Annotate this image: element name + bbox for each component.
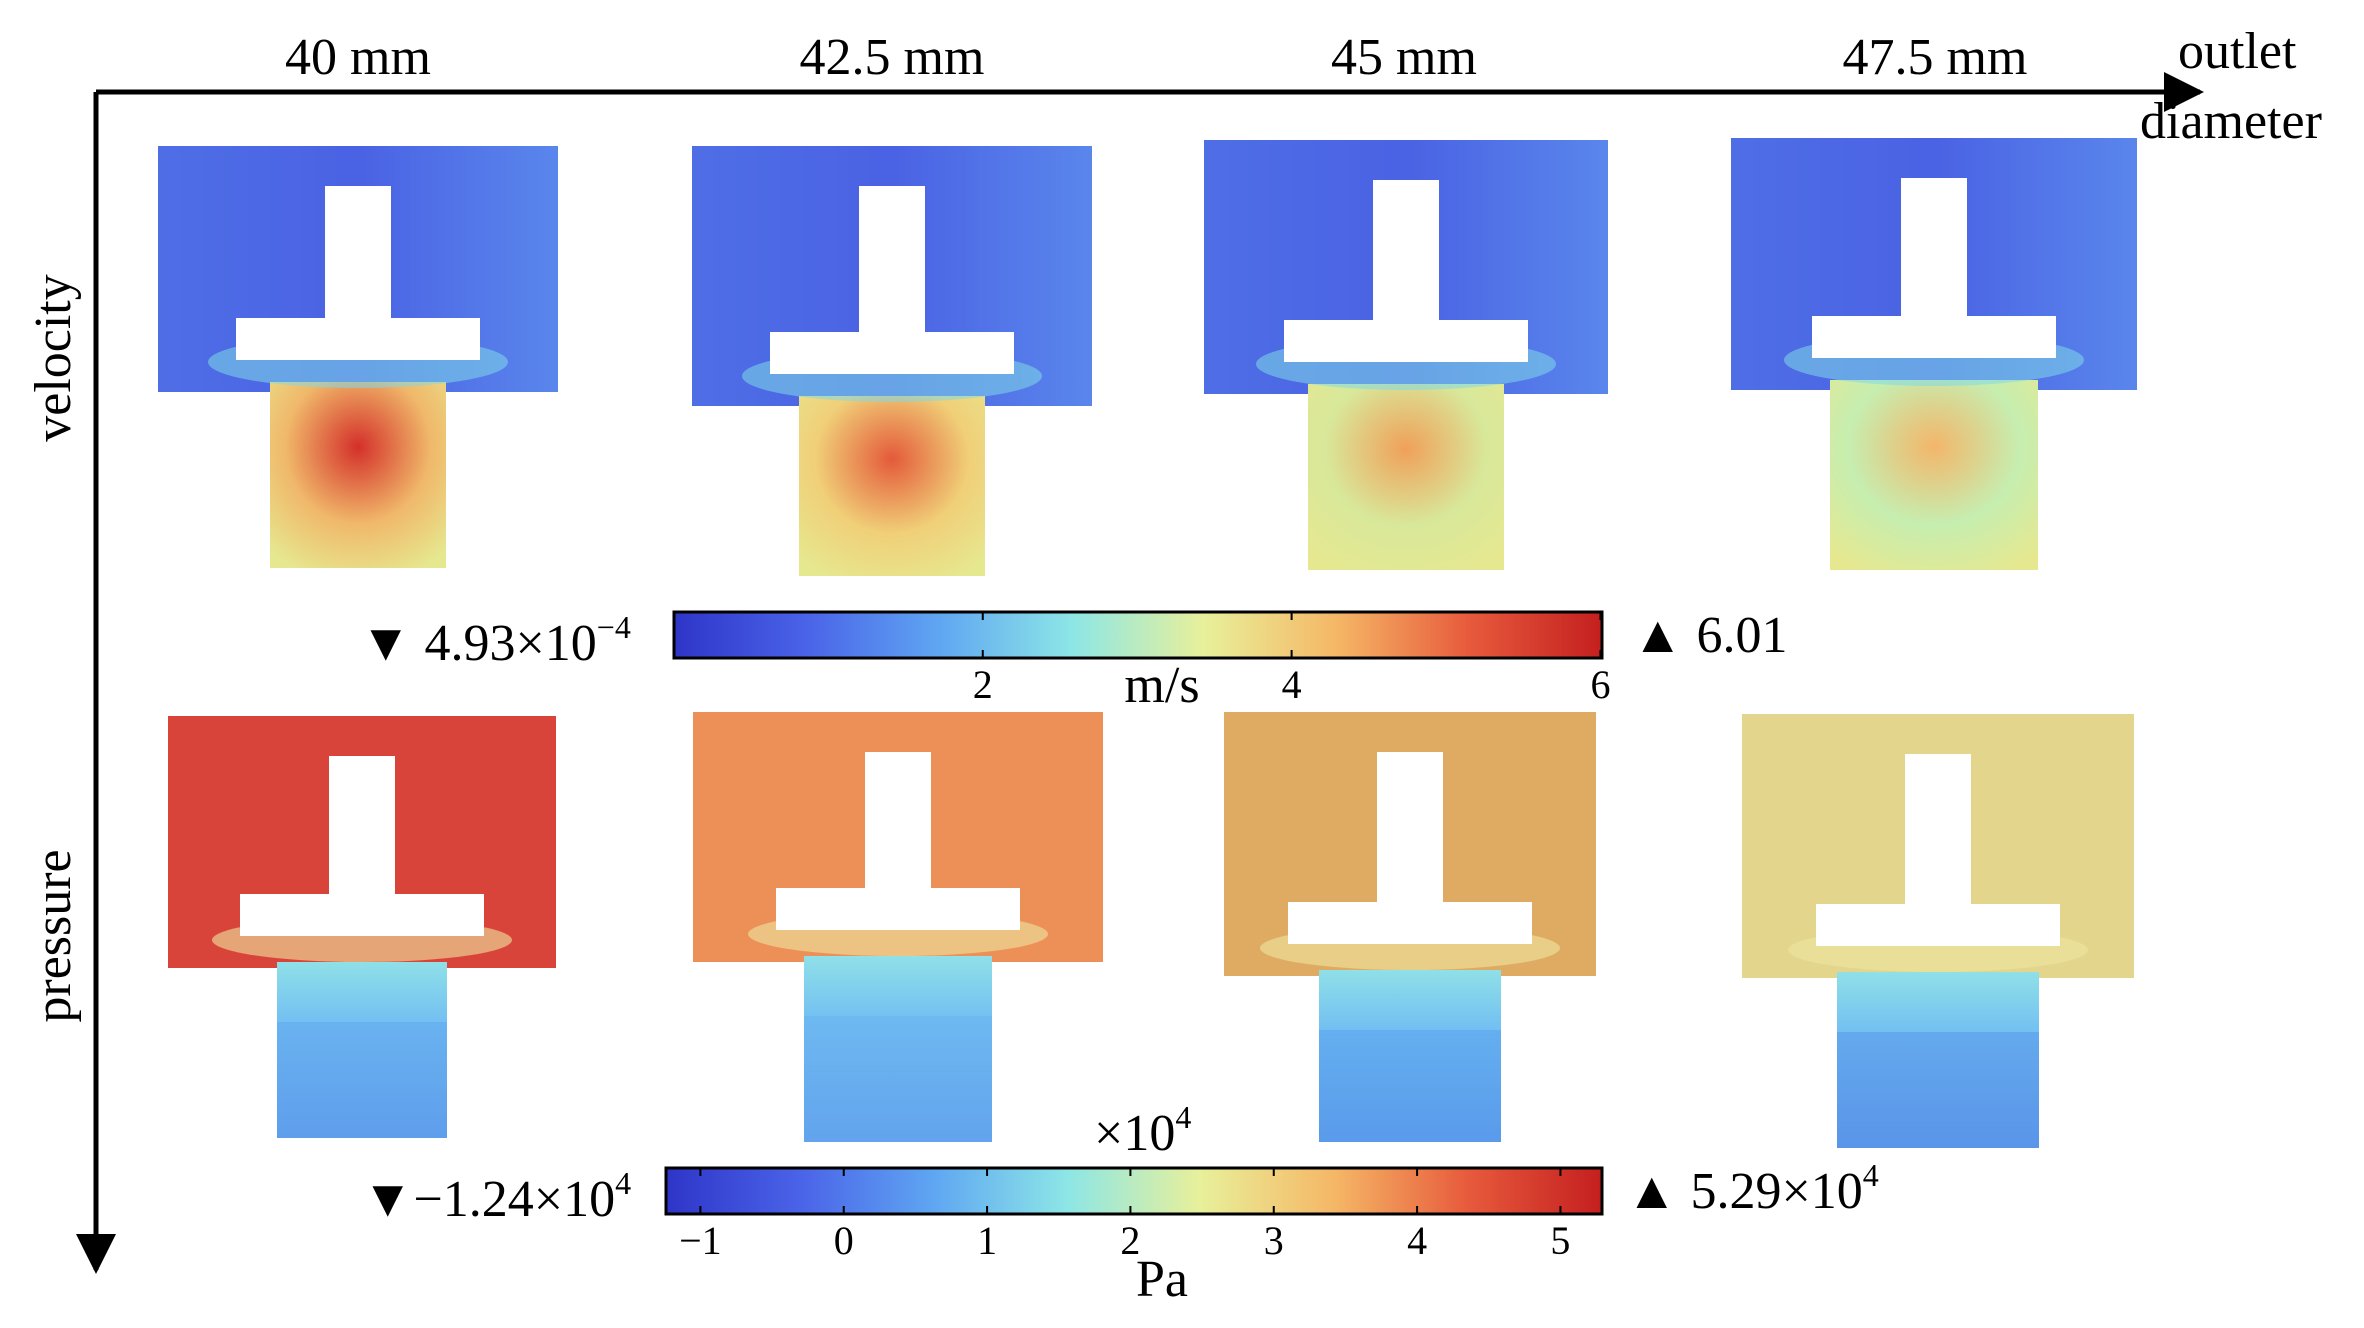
pressure-outlet-shade bbox=[804, 1016, 992, 1142]
column-header-47-5mm: 47.5 mm bbox=[1843, 29, 2028, 86]
colorbar-tick-label: 2 bbox=[1120, 1218, 1140, 1263]
velocity-colorbar: 2 4 6 ▼ 4.93×10−4 ▲ 6.01 m/s bbox=[360, 607, 1787, 714]
velocity-outlet bbox=[270, 382, 446, 568]
obstacle-stem bbox=[1377, 752, 1443, 902]
obstacle-stem bbox=[1905, 754, 1971, 904]
column-header-40mm: 40 mm bbox=[285, 29, 431, 86]
colorbar-tick-label: 2 bbox=[973, 662, 993, 707]
obstacle-bar bbox=[1816, 904, 2060, 946]
pressure-panel-4 bbox=[1742, 714, 2134, 1148]
obstacle-bar bbox=[236, 318, 480, 360]
obstacle-bar bbox=[1284, 320, 1528, 362]
pressure-contour-row bbox=[168, 712, 2134, 1148]
obstacle-bar bbox=[240, 894, 484, 936]
velocity-unit: m/s bbox=[1124, 657, 1199, 714]
row-label-velocity: velocity bbox=[25, 274, 82, 442]
obstacle-stem bbox=[1373, 180, 1439, 320]
obstacle-stem bbox=[325, 186, 391, 318]
pressure-panel-3 bbox=[1224, 712, 1596, 1142]
pressure-unit: Pa bbox=[1136, 1251, 1188, 1308]
colorbar-tick-label: 4 bbox=[1407, 1218, 1427, 1263]
velocity-colorbar-gradient bbox=[672, 610, 1604, 660]
pressure-outlet-shade bbox=[277, 1022, 447, 1138]
pressure-panel-2 bbox=[693, 712, 1103, 1142]
pressure-outlet-shade bbox=[1319, 1030, 1501, 1142]
colorbar-tick-label: 1 bbox=[977, 1218, 997, 1263]
x-axis-title-line2: diameter bbox=[2140, 93, 2322, 150]
obstacle-bar bbox=[776, 888, 1020, 930]
velocity-outlet bbox=[799, 396, 985, 576]
velocity-outlet bbox=[1308, 384, 1504, 570]
obstacle-bar bbox=[770, 332, 1014, 374]
colorbar-tick-label: 4 bbox=[1282, 662, 1302, 707]
colorbar-tick-label: 0 bbox=[834, 1218, 854, 1263]
velocity-panel-4 bbox=[1731, 138, 2137, 570]
obstacle-stem bbox=[329, 756, 395, 894]
velocity-contour-row bbox=[158, 138, 2137, 576]
colorbar-tick-label: −1 bbox=[679, 1218, 722, 1263]
x-axis-title-line1: outlet bbox=[2178, 23, 2297, 80]
pressure-colorbar: −1 0 1 2 3 4 5 ×104 ▼−1.24×104 ▲ 5.29×104 Pa bbox=[362, 1099, 1879, 1308]
obstacle-stem bbox=[865, 752, 931, 888]
velocity-panel-1 bbox=[158, 146, 558, 568]
obstacle-stem bbox=[859, 186, 925, 332]
column-header-42-5mm: 42.5 mm bbox=[800, 29, 985, 86]
column-header-45mm: 45 mm bbox=[1331, 29, 1477, 86]
obstacle-stem bbox=[1901, 178, 1967, 316]
velocity-panel-2 bbox=[692, 146, 1092, 576]
pressure-scale-label: ×104 bbox=[1094, 1099, 1191, 1162]
pressure-min-label: ▼−1.24×104 bbox=[362, 1165, 631, 1228]
velocity-min-label: ▼ 4.93×10−4 bbox=[360, 609, 631, 672]
pressure-outlet-shade bbox=[1837, 1032, 2039, 1148]
velocity-panel-3 bbox=[1204, 140, 1608, 570]
colorbar-tick-label: 6 bbox=[1590, 662, 1610, 707]
colorbar-tick-label: 5 bbox=[1550, 1218, 1570, 1263]
obstacle-bar bbox=[1812, 316, 2056, 358]
row-label-pressure: pressure bbox=[25, 849, 82, 1022]
velocity-outlet bbox=[1830, 380, 2038, 570]
velocity-max-label: ▲ 6.01 bbox=[1632, 607, 1787, 664]
pressure-max-label: ▲ 5.29×104 bbox=[1626, 1157, 1879, 1220]
colorbar-tick-label: 3 bbox=[1264, 1218, 1284, 1263]
obstacle-bar bbox=[1288, 902, 1532, 944]
pressure-panel-1 bbox=[168, 716, 556, 1138]
pressure-colorbar-gradient bbox=[664, 1166, 1604, 1216]
